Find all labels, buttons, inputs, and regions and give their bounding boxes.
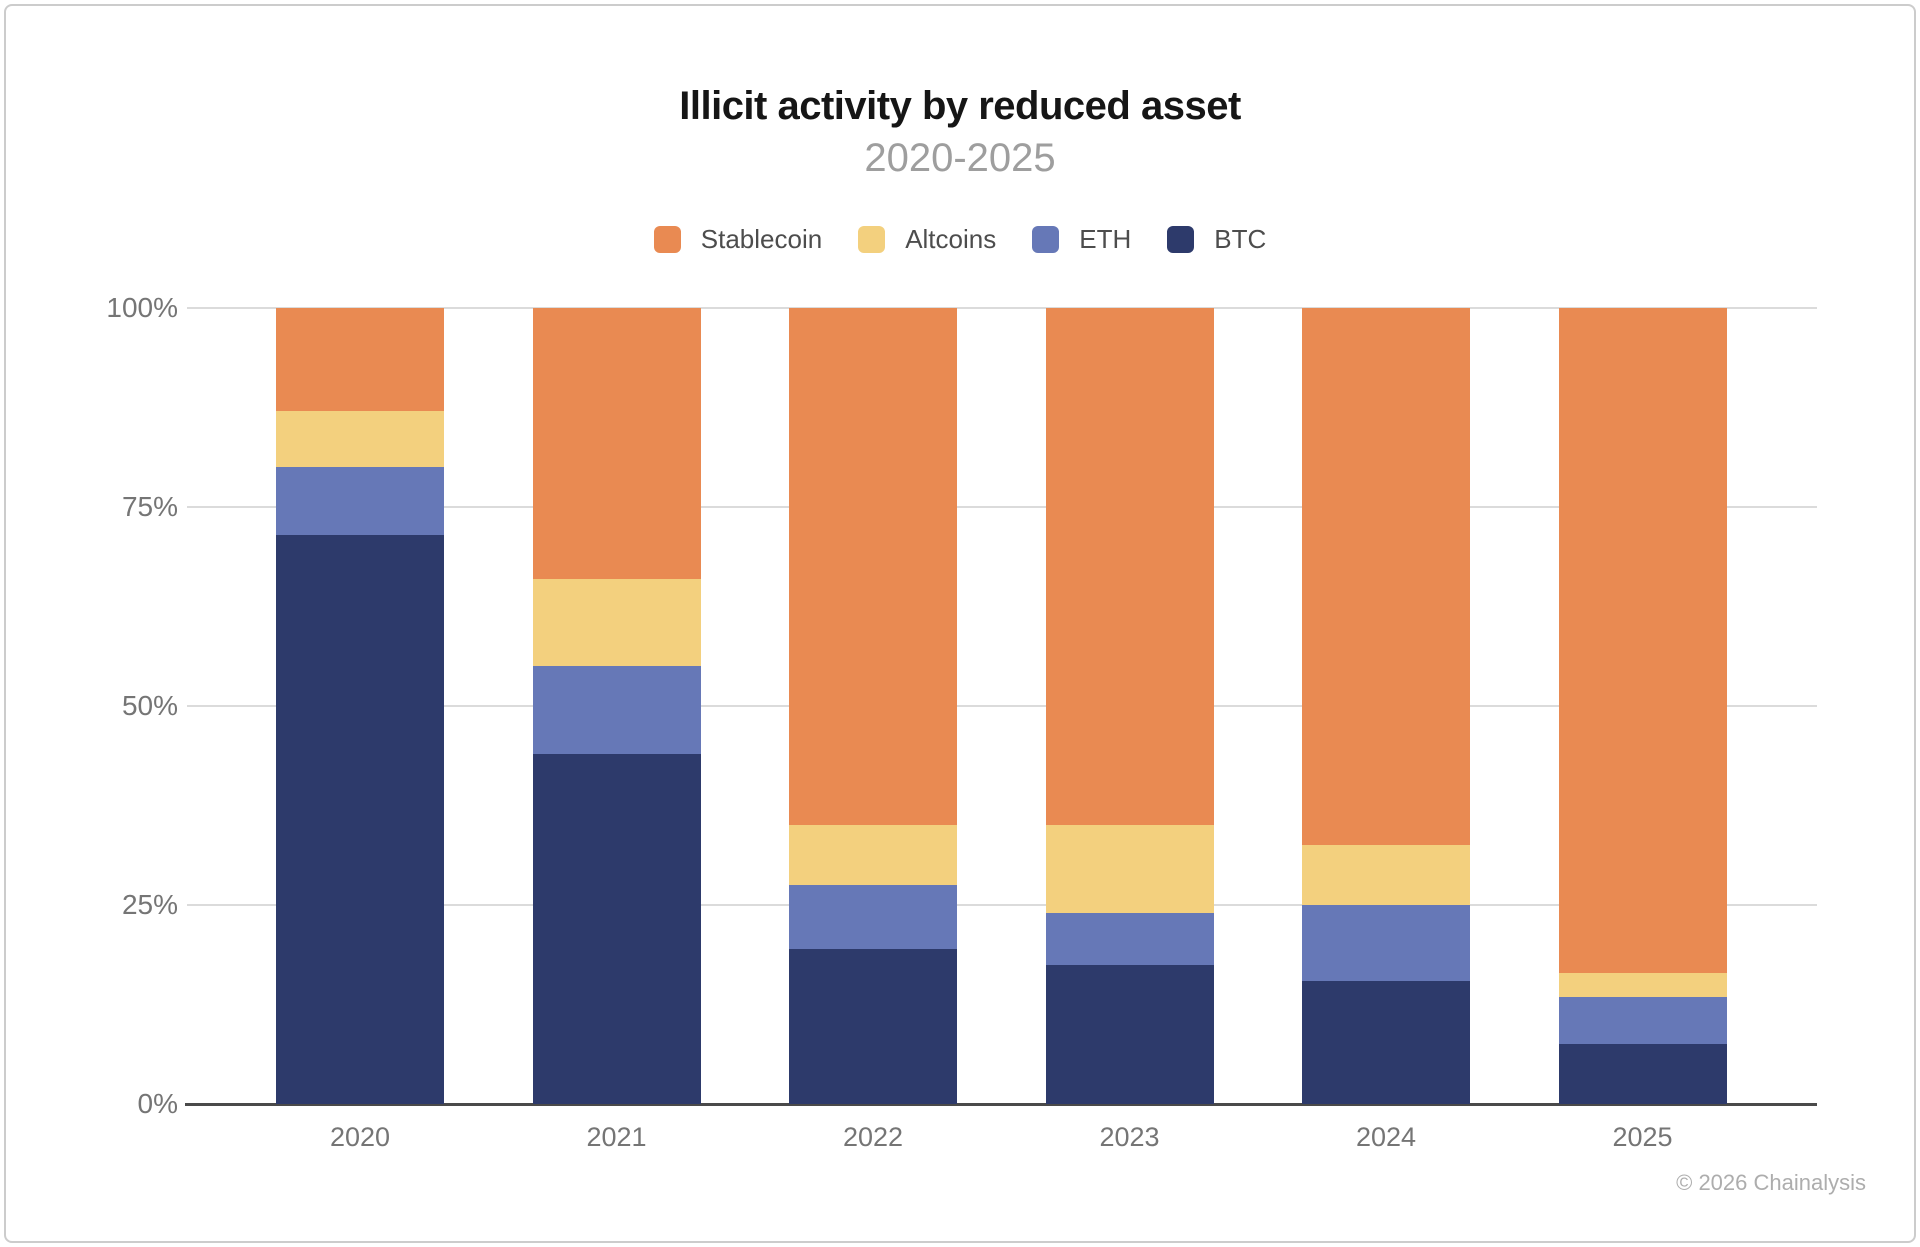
legend-swatch-btc [1167, 226, 1195, 253]
bar-segment-2020-stablecoin[interactable] [276, 308, 444, 412]
legend-label: ETH [1079, 224, 1132, 254]
bar-segment-2021-eth[interactable] [532, 666, 701, 754]
x-tick-label-2020: 2020 [329, 1122, 391, 1152]
legend-swatch-stablecoin [653, 226, 681, 253]
gridline-25 [187, 904, 1817, 906]
attribution-text: © 2026 Chainalysis [1676, 1170, 1866, 1195]
bar-segment-2025-stablecoin[interactable] [1558, 308, 1727, 973]
bar-segment-2024-btc[interactable] [1302, 980, 1470, 1104]
legend-label: Altcoins [905, 224, 997, 254]
bar-segment-2024-eth[interactable] [1302, 904, 1470, 981]
x-tick-label-2022: 2022 [842, 1122, 904, 1152]
bar-segment-2021-stablecoin[interactable] [532, 308, 701, 579]
legend-item-btc: BTC [1167, 224, 1266, 255]
bar-segment-2025-btc[interactable] [1558, 1044, 1727, 1104]
gridline-50 [187, 705, 1817, 707]
legend-item-eth: ETH [1032, 224, 1131, 255]
bar-segment-2023-altcoins[interactable] [1045, 825, 1214, 913]
bar-segment-2025-altcoins[interactable] [1558, 972, 1727, 997]
legend-swatch-altcoins [858, 226, 886, 253]
bar-segment-2023-btc[interactable] [1045, 964, 1214, 1104]
bar-segment-2022-btc[interactable] [789, 948, 957, 1104]
x-tick-label-2025: 2025 [1612, 1122, 1673, 1152]
x-tick-label-2021: 2021 [586, 1122, 647, 1152]
bar-segment-2022-stablecoin[interactable] [789, 308, 957, 826]
legend-label: Stablecoin [700, 224, 823, 254]
stacked-bar-2025 [1558, 308, 1727, 1104]
legend-swatch-eth [1032, 226, 1060, 253]
plot-area [185, 307, 1817, 1106]
chart-legend: Stablecoin Altcoins ETH BTC [0, 224, 1920, 255]
bar-segment-2023-stablecoin[interactable] [1045, 308, 1214, 826]
y-tick-label-75: 75% [121, 491, 178, 522]
x-tick-label-2023: 2023 [1099, 1122, 1160, 1152]
bar-segment-2022-eth[interactable] [789, 885, 957, 949]
y-tick-label-25: 25% [121, 889, 178, 920]
x-tick-label-2024: 2024 [1355, 1122, 1417, 1152]
legend-item-stablecoin: Stablecoin [653, 224, 823, 255]
bar-segment-2023-eth[interactable] [1045, 912, 1214, 965]
bar-segment-2024-stablecoin[interactable] [1302, 308, 1470, 846]
gridline-75 [187, 506, 1817, 508]
bar-segment-2020-eth[interactable] [276, 467, 444, 535]
bar-segment-2021-altcoins[interactable] [532, 578, 701, 667]
y-tick-label-50: 50% [121, 690, 178, 721]
bar-segment-2022-altcoins[interactable] [789, 825, 957, 886]
y-tick-label-100: 100% [106, 292, 178, 323]
stacked-bar-2023 [1045, 308, 1214, 1104]
bar-segment-2024-altcoins[interactable] [1302, 845, 1470, 905]
stacked-bar-2024 [1302, 308, 1470, 1104]
legend-item-altcoins: Altcoins [858, 224, 996, 255]
stacked-bar-2021 [532, 308, 701, 1104]
gridline-100 [187, 307, 1817, 309]
y-tick-label-0: 0% [137, 1088, 178, 1119]
stacked-bar-2020 [276, 308, 444, 1104]
chart-subtitle: 2020-2025 [864, 136, 1056, 180]
bar-segment-2020-altcoins[interactable] [276, 411, 444, 468]
bar-segment-2020-btc[interactable] [276, 534, 444, 1104]
legend-label: BTC [1214, 224, 1267, 254]
bar-segment-2021-btc[interactable] [532, 753, 701, 1104]
bar-segment-2025-eth[interactable] [1558, 996, 1727, 1045]
chart-title: Illicit activity by reduced asset [679, 84, 1241, 128]
x-axis-line [185, 1103, 1817, 1106]
stacked-bar-2022 [789, 308, 957, 1104]
